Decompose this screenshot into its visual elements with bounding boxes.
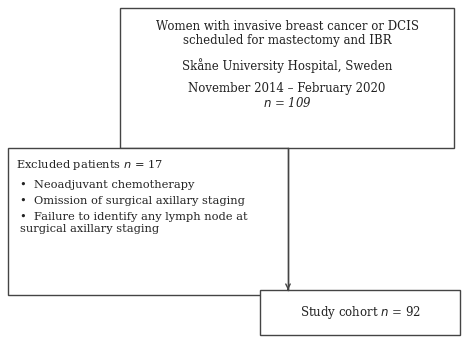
Text: •  Neoadjuvant chemotherapy: • Neoadjuvant chemotherapy — [20, 180, 194, 190]
Text: Excluded patients $n$ = 17: Excluded patients $n$ = 17 — [16, 158, 163, 172]
Text: Women with invasive breast cancer or DCIS: Women with invasive breast cancer or DCI… — [155, 20, 419, 33]
Text: $n$ = 109: $n$ = 109 — [263, 96, 311, 110]
Text: •  Failure to identify any lymph node at
surgical axillary staging: • Failure to identify any lymph node at … — [20, 212, 247, 234]
FancyBboxPatch shape — [8, 148, 288, 295]
Text: scheduled for mastectomy and IBR: scheduled for mastectomy and IBR — [182, 34, 392, 47]
FancyBboxPatch shape — [260, 290, 460, 335]
FancyBboxPatch shape — [120, 8, 454, 148]
Text: •  Omission of surgical axillary staging: • Omission of surgical axillary staging — [20, 196, 245, 206]
Text: November 2014 – February 2020: November 2014 – February 2020 — [188, 82, 386, 95]
Text: Study cohort $n$ = 92: Study cohort $n$ = 92 — [300, 304, 420, 321]
Text: Skåne University Hospital, Sweden: Skåne University Hospital, Sweden — [182, 58, 392, 73]
